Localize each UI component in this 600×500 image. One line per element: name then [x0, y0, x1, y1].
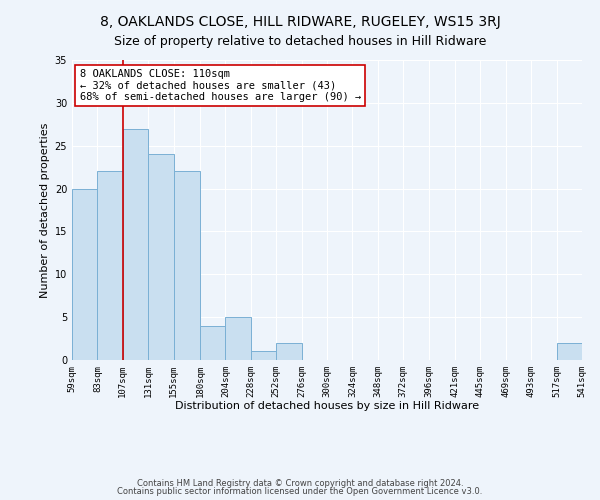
Bar [148, 154, 173, 360]
Bar [557, 343, 582, 360]
Bar [251, 352, 276, 360]
Bar [72, 188, 97, 360]
Text: Contains public sector information licensed under the Open Government Licence v3: Contains public sector information licen… [118, 487, 482, 496]
Text: 8, OAKLANDS CLOSE, HILL RIDWARE, RUGELEY, WS15 3RJ: 8, OAKLANDS CLOSE, HILL RIDWARE, RUGELEY… [100, 15, 500, 29]
X-axis label: Distribution of detached houses by size in Hill Ridware: Distribution of detached houses by size … [175, 402, 479, 411]
Bar [97, 172, 123, 360]
Bar [226, 317, 251, 360]
Text: Contains HM Land Registry data © Crown copyright and database right 2024.: Contains HM Land Registry data © Crown c… [137, 478, 463, 488]
Bar [276, 343, 302, 360]
Text: Size of property relative to detached houses in Hill Ridware: Size of property relative to detached ho… [114, 35, 486, 48]
Y-axis label: Number of detached properties: Number of detached properties [40, 122, 50, 298]
Text: 8 OAKLANDS CLOSE: 110sqm
← 32% of detached houses are smaller (43)
68% of semi-d: 8 OAKLANDS CLOSE: 110sqm ← 32% of detach… [80, 69, 361, 102]
Bar [200, 326, 226, 360]
Bar [123, 128, 148, 360]
Bar [173, 172, 200, 360]
